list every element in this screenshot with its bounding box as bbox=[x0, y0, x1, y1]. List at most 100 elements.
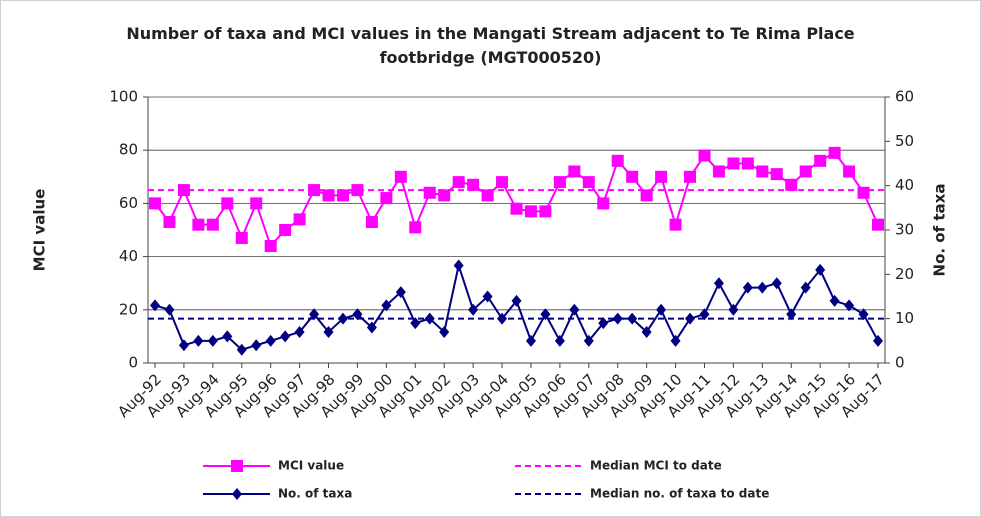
marker bbox=[453, 259, 464, 272]
y2-tick-label: 30 bbox=[895, 221, 914, 239]
marker bbox=[365, 216, 378, 229]
marker bbox=[322, 189, 335, 202]
marker bbox=[524, 205, 537, 218]
marker bbox=[844, 299, 855, 312]
marker bbox=[756, 165, 769, 178]
marker bbox=[785, 178, 798, 191]
marker bbox=[294, 325, 305, 338]
marker bbox=[757, 281, 768, 294]
marker bbox=[814, 154, 827, 167]
marker bbox=[164, 303, 175, 316]
y-tick-label: 100 bbox=[109, 88, 138, 106]
marker bbox=[800, 281, 811, 294]
marker bbox=[380, 192, 393, 205]
marker bbox=[178, 339, 189, 352]
marker bbox=[698, 149, 711, 162]
marker bbox=[496, 176, 509, 189]
marker bbox=[264, 239, 277, 252]
marker bbox=[207, 334, 218, 347]
marker bbox=[452, 176, 465, 189]
marker bbox=[149, 197, 161, 210]
chart-title: Number of taxa and MCI values in the Man… bbox=[126, 24, 855, 67]
marker bbox=[280, 330, 291, 343]
marker bbox=[843, 165, 856, 178]
marker bbox=[872, 218, 884, 231]
marker bbox=[670, 334, 681, 347]
marker bbox=[727, 157, 740, 170]
marker bbox=[221, 197, 234, 210]
marker bbox=[568, 165, 581, 178]
marker bbox=[699, 308, 710, 321]
marker bbox=[395, 286, 406, 299]
marker bbox=[265, 334, 276, 347]
marker bbox=[770, 168, 783, 181]
marker bbox=[352, 308, 363, 321]
marker bbox=[655, 170, 668, 183]
marker bbox=[163, 216, 176, 229]
marker bbox=[192, 218, 205, 231]
marker bbox=[177, 184, 190, 197]
y2-tick-label: 60 bbox=[895, 88, 914, 106]
marker bbox=[423, 186, 436, 199]
marker bbox=[873, 334, 883, 347]
marker bbox=[468, 303, 479, 316]
marker bbox=[235, 231, 248, 244]
marker bbox=[656, 303, 667, 316]
marker bbox=[482, 290, 493, 303]
marker bbox=[786, 308, 797, 321]
y2-tick-label: 0 bbox=[895, 354, 905, 372]
marker bbox=[232, 488, 242, 500]
marker bbox=[858, 308, 869, 321]
marker bbox=[236, 343, 247, 356]
marker bbox=[279, 224, 292, 236]
marker bbox=[308, 184, 321, 197]
marker bbox=[539, 205, 552, 218]
marker bbox=[741, 157, 754, 170]
y2-tick-label: 10 bbox=[895, 309, 914, 327]
marker bbox=[742, 281, 753, 294]
marker bbox=[627, 312, 638, 325]
y-tick-label: 60 bbox=[119, 194, 138, 212]
marker bbox=[251, 339, 262, 352]
marker bbox=[713, 277, 724, 290]
marker bbox=[394, 170, 407, 183]
marker bbox=[381, 299, 392, 312]
marker bbox=[511, 294, 522, 307]
legend-label: MCI value bbox=[278, 459, 344, 473]
marker bbox=[410, 317, 421, 330]
y-tick-label: 80 bbox=[119, 141, 138, 159]
marker bbox=[728, 303, 739, 316]
marker bbox=[481, 189, 494, 202]
marker bbox=[424, 312, 435, 325]
marker bbox=[771, 277, 782, 290]
marker bbox=[815, 263, 826, 276]
marker bbox=[611, 154, 624, 167]
marker bbox=[684, 170, 697, 183]
y-tick-label: 0 bbox=[128, 354, 138, 372]
marker bbox=[569, 303, 580, 316]
marker bbox=[626, 170, 639, 183]
marker bbox=[857, 186, 870, 199]
marker bbox=[439, 325, 450, 338]
marker bbox=[293, 213, 306, 226]
marker bbox=[540, 308, 551, 321]
legend-label: Median no. of taxa to date bbox=[590, 487, 769, 501]
marker bbox=[799, 165, 812, 178]
marker bbox=[351, 184, 364, 197]
marker bbox=[222, 330, 233, 343]
marker bbox=[685, 312, 696, 325]
y2-axis-label: No. of taxa bbox=[931, 184, 949, 277]
marker bbox=[206, 218, 219, 231]
marker bbox=[597, 197, 610, 210]
marker bbox=[497, 312, 508, 325]
y-tick-label: 40 bbox=[119, 247, 138, 265]
marker bbox=[337, 312, 348, 325]
marker bbox=[467, 178, 480, 191]
marker bbox=[828, 146, 841, 159]
y-tick-label: 20 bbox=[119, 300, 138, 318]
y-axis-label: MCI value bbox=[31, 189, 49, 272]
marker bbox=[510, 202, 523, 215]
marker bbox=[669, 218, 682, 231]
